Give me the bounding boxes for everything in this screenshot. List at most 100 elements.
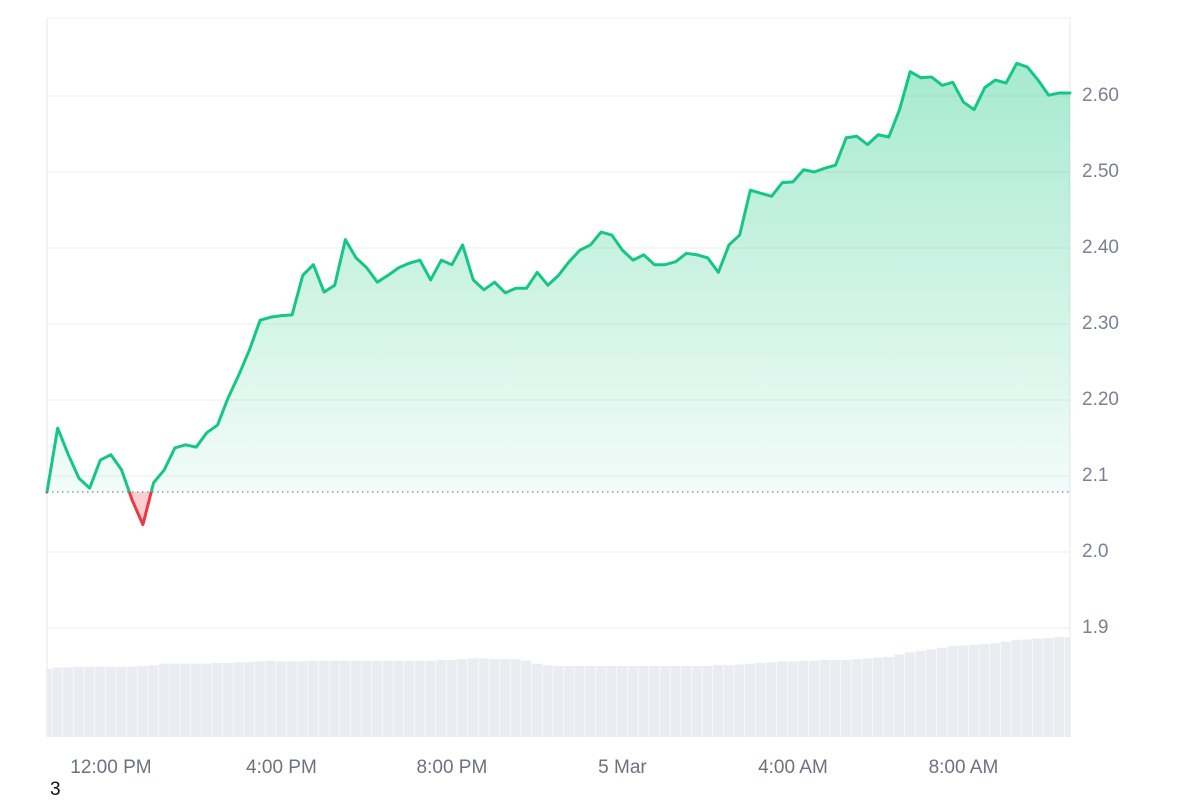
volume-bar	[1054, 637, 1065, 737]
x-tick-label: 4:00 AM	[758, 757, 828, 778]
y-tick-label: 2.20	[1082, 389, 1119, 410]
volume-bar	[94, 666, 106, 737]
volume-bar	[659, 666, 670, 737]
volume-bar	[979, 643, 990, 737]
y-tick-label: 2.1	[1082, 465, 1108, 486]
volume-bar	[52, 667, 63, 737]
volume-bar	[585, 666, 596, 737]
x-tick-label: 8:00 PM	[417, 757, 488, 778]
volume-bar	[158, 663, 169, 737]
volume-bar	[212, 662, 223, 737]
volume-bar	[617, 666, 628, 737]
volume-bar	[606, 666, 617, 737]
volume-bar	[233, 662, 244, 737]
volume-bar	[414, 660, 425, 737]
volume-bar	[808, 660, 819, 737]
y-tick-label: 2.30	[1082, 313, 1119, 334]
volume-bar	[190, 663, 201, 737]
volume-bar	[574, 666, 585, 737]
volume-bar	[926, 649, 937, 737]
volume-bar	[649, 666, 660, 737]
volume-bar	[1043, 637, 1054, 737]
x-tick-label: 4:00 PM	[246, 757, 317, 778]
volume-bar	[894, 654, 905, 737]
volume-bar	[958, 645, 969, 737]
volume-bar	[531, 663, 542, 737]
volume-bar	[691, 666, 702, 737]
volume-bar	[744, 663, 756, 737]
volume-bar	[595, 666, 606, 737]
volume-bar	[947, 646, 958, 737]
volume-bar	[627, 666, 638, 737]
y-tick-label: 2.0	[1082, 541, 1108, 562]
volume-bar	[915, 650, 926, 737]
volume-bar	[638, 666, 649, 737]
volume-bar	[787, 661, 798, 737]
area-down	[129, 491, 152, 525]
volume-bar	[734, 664, 745, 737]
volume-bar	[254, 661, 265, 737]
volume-bar	[851, 659, 862, 737]
volume-bar	[47, 669, 52, 737]
volume-bar	[222, 662, 233, 737]
volume-bar	[105, 666, 116, 737]
volume-bar	[244, 662, 255, 737]
volume-bar	[126, 666, 137, 737]
volume-bar	[968, 644, 979, 737]
volume-bar	[755, 662, 766, 737]
volume-bar	[382, 660, 393, 737]
volume-bar	[169, 663, 180, 737]
volume-bar	[904, 652, 915, 737]
footnote: 3	[50, 779, 61, 800]
volume-bar	[1011, 640, 1022, 737]
volume-bar	[403, 660, 415, 737]
volume-bar	[350, 660, 361, 737]
volume-bar	[872, 657, 883, 737]
volume-bar	[361, 660, 372, 737]
volume-bar	[372, 660, 383, 737]
volume-bar	[84, 666, 95, 737]
volume-bar	[681, 666, 692, 737]
volume-bar	[340, 660, 351, 737]
x-tick-label: 12:00 PM	[70, 757, 151, 778]
volume-bar	[286, 661, 297, 737]
volume-bar	[766, 662, 777, 737]
volume-bar	[201, 663, 212, 737]
volume-bar	[670, 666, 681, 737]
x-tick-label: 5 Mar	[598, 757, 647, 778]
volume-bar	[553, 666, 564, 737]
volume-bar	[318, 660, 329, 737]
volume-bar	[265, 660, 276, 737]
volume-bar	[148, 665, 159, 737]
volume-bar	[329, 660, 340, 737]
volume-bar	[840, 659, 851, 737]
volume-bar	[542, 665, 553, 737]
volume-bar	[489, 659, 500, 737]
volume-bar	[776, 661, 788, 737]
volume-bar	[297, 661, 308, 737]
volume-bar	[862, 658, 873, 737]
volume-bar	[723, 665, 734, 737]
volume-bar	[830, 659, 841, 737]
volume-bar	[1032, 638, 1043, 737]
volume-bar	[990, 643, 1001, 737]
volume-bar	[180, 663, 191, 737]
volume-bar	[457, 659, 468, 737]
volume-bar	[425, 660, 436, 737]
y-tick-label: 2.60	[1082, 85, 1119, 106]
volume-bar	[510, 659, 521, 737]
volume-bar	[116, 666, 127, 737]
volume-bar	[73, 666, 84, 737]
volume-bar	[1064, 637, 1070, 737]
price-line	[45, 61, 1072, 492]
x-tick-label: 8:00 AM	[929, 757, 999, 778]
volume-bar	[467, 658, 478, 737]
volume-bar	[1000, 641, 1011, 737]
volume-bar	[137, 666, 148, 737]
volume-bar	[446, 659, 457, 737]
area-up	[47, 63, 1070, 492]
volume-bar	[819, 659, 830, 737]
volume-bar	[521, 660, 532, 737]
